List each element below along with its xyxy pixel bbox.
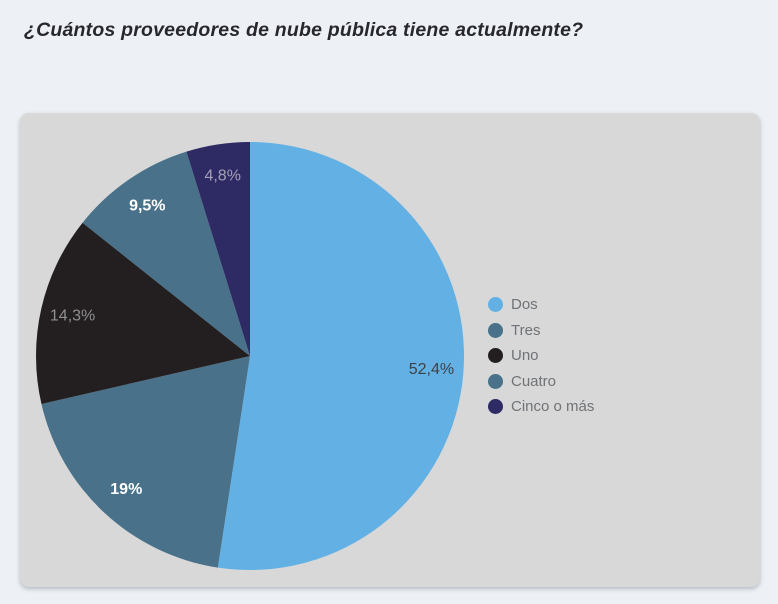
legend-label: Uno xyxy=(511,347,539,365)
legend-item-uno[interactable]: Uno xyxy=(488,343,594,369)
pie-slice-uno[interactable] xyxy=(35,222,250,404)
legend-label: Cinco o más xyxy=(511,398,595,416)
legend-swatch-icon xyxy=(488,322,503,338)
pie-slice-cuatro[interactable] xyxy=(82,151,250,356)
pie-label-cuatro: 9,5% xyxy=(129,197,165,214)
legend-item-tres[interactable]: Tres xyxy=(488,318,594,344)
legend-item-dos[interactable]: Dos xyxy=(488,292,594,318)
pie-label-uno: 14,3% xyxy=(50,307,95,324)
legend-label: Dos xyxy=(511,296,538,314)
legend-swatch-icon xyxy=(488,399,503,415)
legend-swatch-icon xyxy=(488,297,503,313)
pie-label-cinco-o-mas: 4,8% xyxy=(204,168,240,185)
legend-swatch-icon xyxy=(488,373,503,389)
chart-card: 52,4% 19% 14,3% 9,5% 4,8% Dos Tres Uno Cuatro Ci… xyxy=(20,113,760,587)
pie-label-tres: 19% xyxy=(110,481,142,498)
chart-legend: Dos Tres Uno Cuatro Cinco o más xyxy=(488,292,594,420)
pie-chart: 52,4% 19% 14,3% 9,5% 4,8% xyxy=(35,142,465,570)
page-title: ¿Cuántos proveedores de nube pública tie… xyxy=(24,19,584,41)
legend-swatch-icon xyxy=(488,348,503,364)
legend-label: Tres xyxy=(511,321,541,339)
legend-label: Cuatro xyxy=(511,372,557,390)
pie-label-dos: 52,4% xyxy=(409,361,454,378)
pie-slice-dos[interactable] xyxy=(217,142,465,570)
legend-item-cinco-o-mas[interactable]: Cinco o más xyxy=(488,394,594,420)
pie-slice-tres[interactable] xyxy=(41,356,251,568)
legend-item-cuatro[interactable]: Cuatro xyxy=(488,369,594,395)
pie-slice-cinco-o-mas[interactable] xyxy=(186,142,250,356)
